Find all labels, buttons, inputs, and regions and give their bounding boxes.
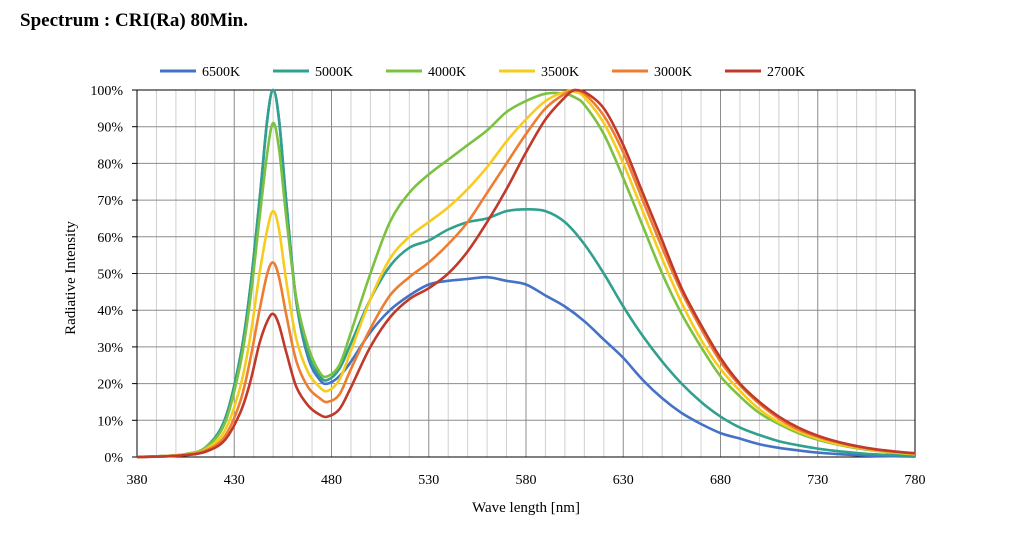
- x-tick-label: 380: [127, 473, 148, 488]
- y-tick-label: 50%: [97, 268, 123, 283]
- x-axis-label: Wave length [nm]: [472, 500, 580, 516]
- series-line-2700K: [136, 88, 916, 459]
- series-lines: [136, 88, 916, 459]
- y-tick-label: 80%: [97, 157, 123, 172]
- x-tick-label: 430: [224, 473, 245, 488]
- legend-label-3500K: 3500K: [541, 65, 579, 80]
- series-line-5000K: [136, 88, 916, 459]
- x-tick-label: 580: [516, 473, 537, 488]
- legend-label-3000K: 3000K: [654, 65, 692, 80]
- y-tick-label: 40%: [97, 304, 123, 319]
- series-line-4000K: [136, 91, 916, 459]
- legend-label-6500K: 6500K: [202, 65, 240, 80]
- series-line-3000K: [136, 88, 916, 459]
- grid: [137, 90, 915, 457]
- y-tick-label: 20%: [97, 378, 123, 393]
- x-tick-label: 530: [418, 473, 439, 488]
- x-tick-label: 480: [321, 473, 342, 488]
- x-tick-label: 780: [905, 473, 926, 488]
- legend: 6500K 5000K 4000K 3500K 3000K 2700K: [160, 65, 805, 80]
- legend-label-5000K: 5000K: [315, 65, 353, 80]
- y-tick-label: 70%: [97, 194, 123, 209]
- y-tick-label: 30%: [97, 341, 123, 356]
- x-tick-label: 630: [613, 473, 634, 488]
- y-tick-label: 100%: [90, 84, 123, 99]
- x-axis-ticks: 380 430 480 530 580 630 680 730 780: [127, 473, 926, 488]
- legend-label-4000K: 4000K: [428, 65, 466, 80]
- y-tick-label: 60%: [97, 231, 123, 246]
- y-axis-label: Radiative Intensity: [63, 221, 79, 335]
- chart-title: Spectrum : CRI(Ra) 80Min.: [20, 10, 248, 31]
- y-tick-label: 0%: [104, 451, 123, 466]
- series-line-3500K: [136, 89, 916, 459]
- legend-label-2700K: 2700K: [767, 65, 805, 80]
- y-axis-ticks: 0% 10% 20% 30% 40% 50% 60% 70% 80% 90% 100%: [90, 84, 137, 466]
- x-tick-label: 730: [807, 473, 828, 488]
- y-tick-label: 10%: [97, 414, 123, 429]
- y-tick-label: 90%: [97, 121, 123, 136]
- x-tick-label: 680: [710, 473, 731, 488]
